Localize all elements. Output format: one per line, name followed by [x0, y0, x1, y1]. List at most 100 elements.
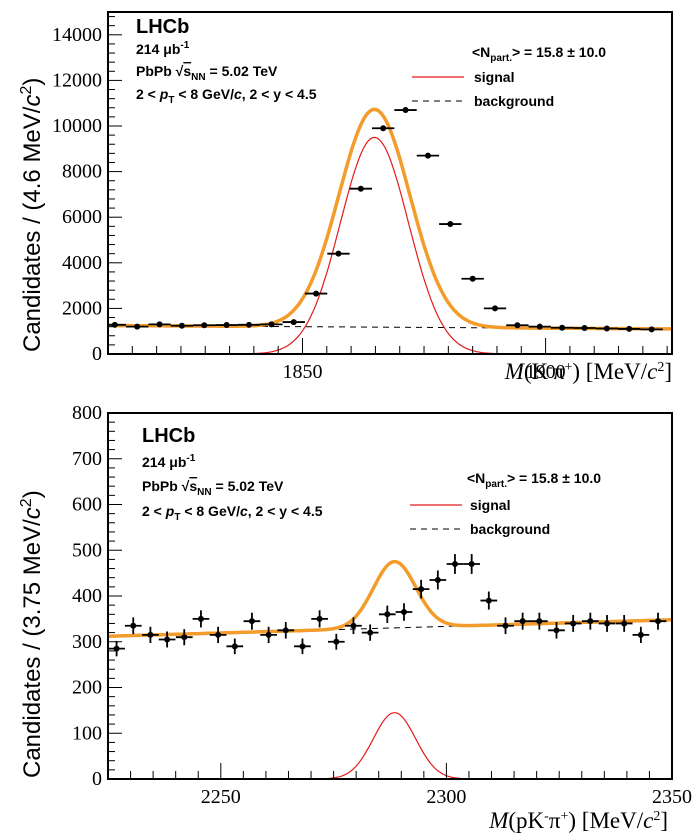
data-point-marker [164, 636, 171, 643]
axis-ticks: 0 100 200 300 400 500 600 700 800 2250 2300 2350 [72, 402, 692, 808]
y-axis-label: Candidates / (3.75 MeV/c2) [18, 490, 46, 778]
legend-signal-label: signal [470, 497, 510, 513]
y-tick-label: 100 [72, 722, 102, 744]
data-point [463, 554, 481, 574]
luminosity-label: 214 μb-1 [136, 40, 190, 57]
data-point-marker [469, 275, 476, 282]
data-point-marker [134, 323, 141, 330]
data-point [480, 591, 498, 610]
data-point [237, 321, 261, 328]
plot-frame [107, 412, 673, 780]
signal-curve [108, 136, 672, 355]
data-point-marker [367, 629, 374, 636]
data-point [514, 612, 531, 630]
data-point [175, 629, 193, 646]
data-point [618, 325, 641, 332]
data-point [193, 322, 216, 329]
data-point-marker [519, 618, 526, 625]
x-axis-label: M(pK-π+) [MeV/c2] [488, 808, 668, 833]
data-point-marker [313, 290, 320, 297]
data-point [142, 626, 159, 644]
data-point-marker [223, 322, 230, 329]
data-point-marker [215, 631, 222, 638]
data-point [349, 185, 373, 192]
y-tick-label: 600 [72, 494, 102, 516]
total-fit-curve [107, 559, 672, 639]
data-point-marker [402, 107, 409, 114]
y-tick-label: 500 [72, 539, 102, 561]
data-point [528, 323, 551, 330]
data-point [226, 638, 244, 655]
data-point-marker [350, 622, 357, 629]
data-point [615, 615, 633, 632]
kinematic-range-label: 2 < pT < 8 GeV/c, 2 < y < 4.5 [136, 86, 317, 106]
data-point [573, 325, 596, 332]
y-tick-label: 200 [72, 677, 102, 699]
data-point-marker [570, 620, 577, 627]
kinematic-range-label: 2 < pT < 8 GeV/c, 2 < y < 4.5 [142, 503, 323, 523]
data-point [506, 322, 529, 329]
data-point [294, 638, 311, 655]
y-tick-label: 12000 [52, 69, 102, 91]
data-point [395, 603, 413, 621]
data-point-marker [418, 586, 425, 593]
data-point [260, 626, 277, 644]
data-point [158, 631, 176, 648]
legend: signal background [412, 69, 554, 109]
fit-curves [107, 559, 673, 780]
data-point [304, 290, 328, 297]
fit-curves [107, 107, 673, 355]
mass-plot-lambdac: 0 100 200 300 400 500 600 700 800 2250 2300 2350 Ca… [18, 402, 692, 833]
data-point-marker [451, 560, 458, 567]
x-tick-label: 2250 [201, 786, 241, 808]
data-point [412, 579, 430, 599]
data-point-marker [178, 322, 185, 329]
data-point [378, 605, 396, 623]
npart-label: <Npart.> = 15.8 ± 10.0 [467, 470, 601, 490]
y-tick-label: 800 [72, 402, 102, 424]
data-point [327, 633, 345, 650]
x-tick-label: 1900 [526, 361, 566, 383]
data-point [649, 612, 667, 630]
data-point-marker [468, 560, 475, 567]
data-point-marker [147, 631, 154, 638]
data-point [394, 107, 417, 114]
data-point-marker [181, 634, 188, 641]
data-points [108, 554, 667, 657]
y-tick-label: 8000 [62, 161, 102, 183]
axis-ticks: 0 2000 4000 6000 8000 10000 12000 14000 1850 1900 [52, 16, 668, 383]
data-point-marker [434, 576, 441, 583]
data-point-marker [400, 609, 407, 616]
experiment-label: LHCb [142, 425, 195, 447]
data-point [361, 624, 379, 641]
data-point [446, 554, 464, 574]
legend-signal-label: signal [474, 69, 514, 85]
data-point-marker [626, 325, 633, 332]
data-point [640, 326, 663, 333]
y-tick-label: 2000 [62, 297, 102, 319]
data-point-marker [113, 645, 120, 652]
x-tick-label: 1850 [282, 361, 322, 383]
data-point [282, 319, 305, 326]
data-point [260, 321, 283, 328]
data-point [372, 125, 395, 132]
data-point [277, 622, 295, 639]
luminosity-label: 214 μb-1 [142, 453, 196, 470]
data-point-marker [248, 618, 255, 625]
data-point-marker [637, 631, 644, 638]
info-block: LHCb 214 μb-1 PbPb √sNN = 5.02 TeV 2 < p… [142, 425, 601, 523]
data-point [327, 250, 350, 257]
data-point [531, 612, 548, 630]
data-point [192, 610, 210, 628]
data-point-marker [316, 615, 323, 622]
data-point-marker [648, 326, 655, 333]
signal-curve [108, 712, 672, 780]
npart-label: <Npart.> = 15.8 ± 10.0 [472, 44, 606, 64]
y-axis-label: Candidates / (4.6 MeV/c2) [18, 78, 46, 352]
y-tick-label: 0 [92, 343, 102, 365]
mass-plot-d0: 0 2000 4000 6000 8000 10000 12000 14000 1850 1900… [18, 11, 673, 384]
data-point [209, 626, 227, 644]
plot-frame [107, 11, 673, 355]
data-point [483, 305, 507, 312]
